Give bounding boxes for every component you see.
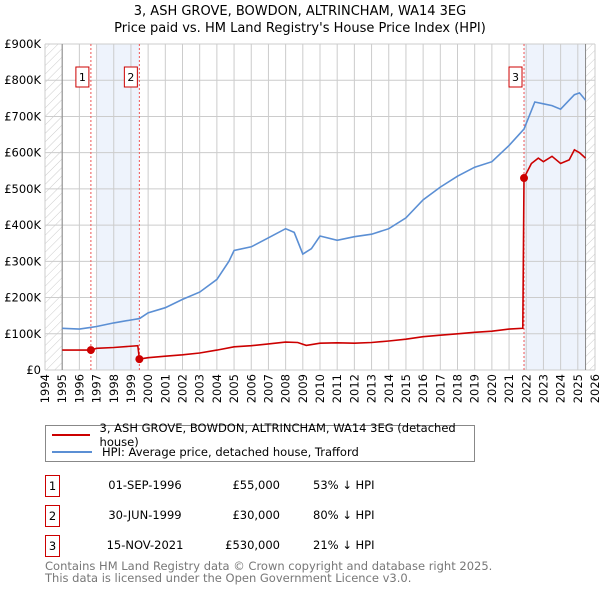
x-tick-label: 2013 [365,374,379,403]
x-tick-label: 2015 [399,374,413,403]
y-tick-label: £100K [4,327,41,341]
x-tick-label: 2011 [330,374,344,403]
transaction-date: 01-SEP-1996 [108,478,182,492]
x-tick-label: 2005 [227,374,241,403]
y-tick-label: £600K [4,146,41,160]
x-tick-label: 2003 [193,374,207,403]
x-tick-label: 2012 [347,374,361,403]
transaction-point [135,355,144,364]
x-tick-label: 2020 [485,374,499,403]
hatched-region-after [585,44,595,370]
transaction-label: 3 [512,71,519,84]
transaction-label: 1 [79,71,86,84]
y-tick-label: £900K [4,37,41,51]
x-tick-label: 2001 [158,374,172,403]
footer-copyright: Contains HM Land Registry data © Crown c… [45,559,493,573]
chart-subtitle: Price paid vs. HM Land Registry's House … [114,21,486,36]
x-tick-label: 2008 [279,374,293,403]
x-tick-label: 2023 [536,374,550,403]
x-tick-label: 2000 [141,374,155,403]
legend-swatch-red [52,434,90,436]
x-tick-label: 1999 [124,374,138,403]
transaction-label-box [508,66,523,88]
transaction-price: £530,000 [225,538,280,552]
legend-label: HPI: Average price, detached house, Traf… [102,445,359,459]
footer-licence: This data is licensed under the Open Gov… [45,571,412,585]
x-tick-label: 2002 [176,374,190,403]
table-row: 3 15-NOV-2021 £530,000 21% ↓ HPI [45,535,475,557]
x-tick-label: 2004 [210,374,224,403]
x-tick-label: 1997 [90,374,104,403]
transaction-date: 15-NOV-2021 [106,538,184,552]
y-tick-label: £700K [4,109,41,123]
x-tick-label: 2009 [296,374,310,403]
legend-item-hpi: HPI: Average price, detached house, Traf… [46,444,359,460]
transaction-badge: 2 [45,505,60,527]
table-row: 1 01-SEP-1996 £55,000 53% ↓ HPI [45,475,475,497]
transaction-label: 2 [127,71,134,84]
x-tick-label: 2021 [502,374,516,403]
x-tick-label: 2010 [313,374,327,403]
shaded-range [96,44,140,370]
x-tick-label: 1998 [107,374,121,403]
legend: 3, ASH GROVE, BOWDON, ALTRINCHAM, WA14 3… [45,421,475,462]
transaction-badge: 1 [45,475,60,497]
transaction-price: £55,000 [232,478,280,492]
hpi-line [62,91,587,330]
x-tick-label: 1994 [38,374,52,403]
y-tick-label: £500K [4,182,41,196]
transaction-hpi: 21% ↓ HPI [313,538,375,552]
x-tick-label: 1996 [72,374,86,403]
price-chart: 1994 1995 1996 1997 1998 1999 2000 2001 2002 2003… [4,37,600,403]
transaction-hpi: 80% ↓ HPI [313,508,375,522]
legend-label: 3, ASH GROVE, BOWDON, ALTRINCHAM, WA14 3… [99,421,456,449]
table-row: 2 30-JUN-1999 £30,000 80% ↓ HPI [45,505,475,527]
x-tick-label: 1995 [55,374,69,403]
x-tick-label: 2017 [433,374,447,403]
x-tick-label: 2022 [519,374,533,403]
y-tick-label: £200K [4,291,41,305]
x-tick-label: 2016 [416,374,430,403]
y-tick-label: £0 [26,363,41,377]
x-tick-label: 2019 [468,374,482,403]
transaction-label-box [123,66,138,88]
price-paid-line [62,148,587,361]
x-tick-label: 2006 [244,374,258,403]
x-tick-label: 2014 [382,374,396,403]
transaction-point [86,346,95,355]
x-tick-label: 2024 [554,374,568,403]
y-tick-label: £800K [4,73,41,87]
transaction-label-box [75,66,90,88]
transaction-price: £30,000 [232,508,280,522]
y-tick-label: £400K [4,218,41,232]
x-tick-label: 2026 [588,374,600,403]
hatched-region-before [45,44,63,370]
transaction-hpi: 53% ↓ HPI [313,478,375,492]
x-tick-label: 2018 [451,374,465,403]
legend-item-property: 3, ASH GROVE, BOWDON, ALTRINCHAM, WA14 3… [46,421,474,449]
x-tick-label: 2007 [261,374,275,403]
legend-swatch-blue [52,451,92,453]
transaction-date: 30-JUN-1999 [108,508,182,522]
x-tick-label: 2025 [571,374,585,403]
transaction-badge: 3 [45,535,60,557]
shaded-range [524,44,586,370]
transaction-point [520,174,529,183]
y-tick-label: £300K [4,254,41,268]
chart-title: 3, ASH GROVE, BOWDON, ALTRINCHAM, WA14 3… [133,4,467,19]
